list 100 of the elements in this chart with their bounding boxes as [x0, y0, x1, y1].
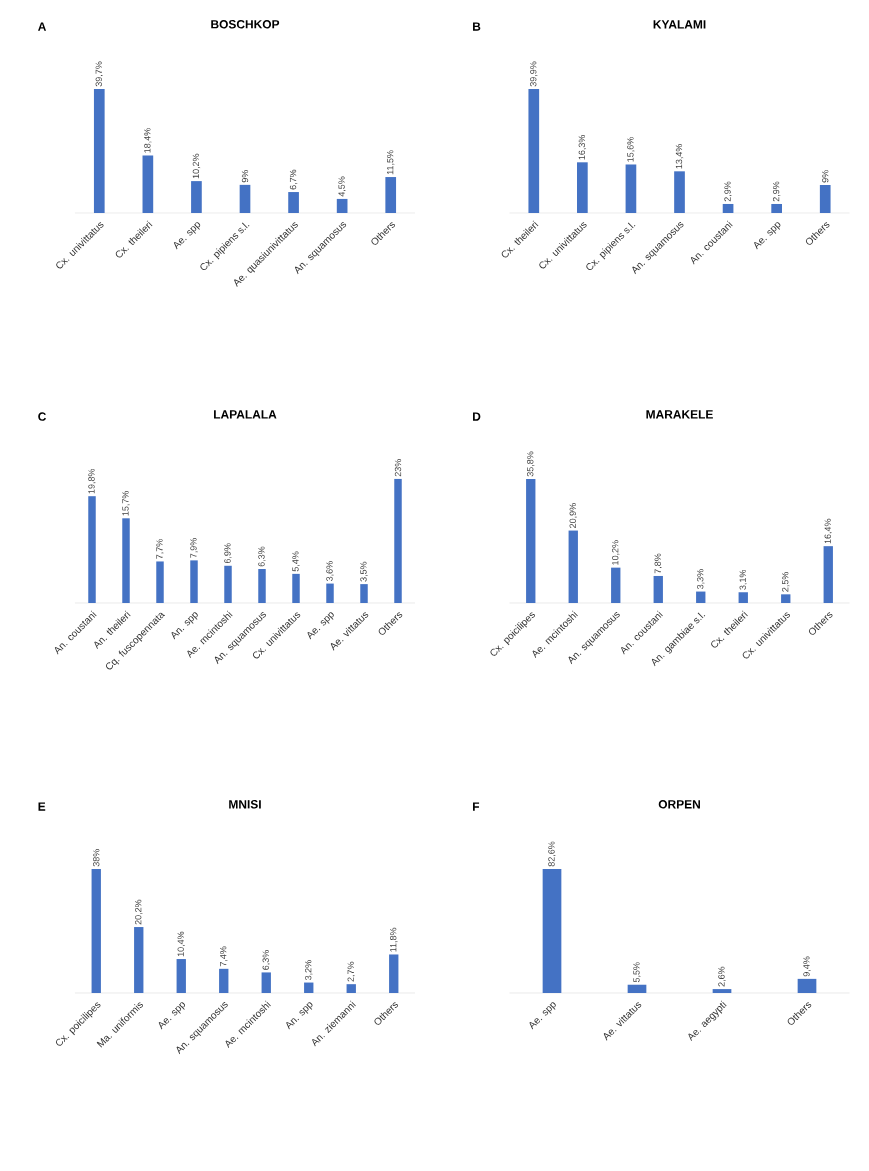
- data-label: 35,8%: [527, 451, 535, 477]
- bar: [696, 591, 706, 603]
- data-label: 3,1%: [739, 569, 747, 590]
- data-label: 2,9%: [724, 181, 732, 202]
- bar: [819, 185, 831, 213]
- data-label: 15,7%: [122, 491, 130, 516]
- text: B: [473, 22, 481, 31]
- bar: [653, 575, 663, 603]
- bar: [190, 560, 198, 603]
- bar: [288, 192, 299, 213]
- x-tick-label: Ae. spp: [158, 1002, 186, 1030]
- bar: [722, 203, 734, 213]
- bar: [781, 594, 791, 603]
- bar: [627, 984, 647, 993]
- data-label: 6,3%: [262, 950, 270, 970]
- text: F: [473, 802, 480, 811]
- chart-title: ORPEN: [658, 800, 700, 809]
- data-label: 4,5%: [338, 176, 346, 197]
- bar: [93, 88, 105, 213]
- data-label: 7,4%: [220, 946, 228, 967]
- bar: [336, 198, 348, 213]
- bar: [134, 927, 144, 993]
- data-label: 9%: [241, 170, 249, 183]
- data-label: 13,4%: [675, 144, 684, 169]
- data-label: 2,5%: [782, 572, 790, 592]
- bar: [326, 583, 334, 603]
- bar: [568, 530, 578, 603]
- x-tick-label: An. spp: [286, 1002, 313, 1030]
- data-label: 19,8%: [88, 468, 96, 494]
- data-label: 5,4%: [292, 551, 300, 572]
- data-label: 6,9%: [224, 543, 232, 564]
- chart-title: LAPALALA: [214, 410, 277, 419]
- data-label: 3,3%: [697, 569, 705, 590]
- chart-title: KYALAMI: [653, 20, 706, 29]
- bar: [577, 162, 588, 213]
- data-label: 7,7%: [156, 539, 164, 559]
- data-label: 2,7%: [347, 961, 355, 982]
- chart-title: BOSCHKOP: [211, 20, 280, 29]
- bar: [88, 496, 96, 603]
- bar: [304, 982, 314, 993]
- bar: [385, 177, 397, 213]
- data-label: 6,7%: [289, 169, 298, 190]
- x-tick-label: Ae. spp: [754, 222, 781, 250]
- data-label: 20,9%: [569, 503, 577, 528]
- bar: [389, 954, 399, 993]
- bar: [712, 989, 732, 993]
- data-label: 10,2%: [612, 540, 620, 565]
- bar: [611, 567, 621, 603]
- data-label: 82,6%: [548, 841, 556, 867]
- data-label: 10,2%: [192, 153, 201, 179]
- bar: [738, 592, 748, 603]
- x-tick-label: Ae. spp: [173, 222, 201, 250]
- bar: [625, 164, 637, 213]
- data-label: 2,6%: [718, 966, 726, 987]
- text: E: [38, 802, 46, 811]
- data-label: 11,8%: [390, 927, 398, 952]
- text: A: [38, 22, 47, 31]
- data-label: 7,8%: [654, 553, 662, 574]
- data-label: 38%: [93, 849, 100, 867]
- bar: [346, 984, 356, 993]
- data-label: 20,2%: [135, 899, 143, 925]
- bar: [526, 478, 536, 603]
- data-label: 39,7%: [95, 61, 103, 87]
- bar: [239, 184, 251, 213]
- data-label: 10,4%: [177, 931, 185, 957]
- bar: [823, 546, 833, 603]
- text: C: [38, 412, 47, 421]
- chart-title: MARAKELE: [646, 410, 713, 419]
- data-label: 5,5%: [633, 962, 641, 983]
- data-label: 9%: [822, 170, 829, 183]
- bar: [292, 573, 300, 603]
- data-label: 3,5%: [360, 561, 368, 582]
- bar: [394, 478, 402, 603]
- bar: [191, 181, 202, 213]
- bar: [122, 518, 130, 603]
- bar: [156, 561, 164, 603]
- data-label: 6,3%: [258, 546, 266, 567]
- bar: [91, 868, 101, 993]
- data-label: 3,6%: [326, 561, 334, 582]
- x-tick-label: Ae. spp: [307, 612, 334, 640]
- bar: [674, 171, 685, 213]
- data-label: 11,5%: [387, 150, 395, 175]
- bar: [176, 959, 186, 993]
- data-label: 39,9%: [530, 61, 538, 87]
- bar: [360, 584, 368, 603]
- bar: [797, 978, 817, 993]
- data-label: 16,4%: [824, 518, 832, 544]
- data-label: 2,9%: [772, 181, 781, 202]
- chart-title: MNISI: [229, 800, 261, 809]
- data-label: 7,9%: [190, 538, 198, 558]
- data-label: 15,6%: [627, 137, 635, 162]
- data-label: 3,2%: [305, 960, 313, 980]
- x-tick-label: Ae. spp: [529, 1002, 556, 1030]
- data-label: 18,4%: [144, 128, 152, 153]
- bar: [219, 968, 229, 993]
- bar: [542, 868, 562, 993]
- bar: [224, 565, 232, 603]
- bar: [258, 569, 266, 603]
- x-tick-label: An. spp: [171, 612, 198, 640]
- data-label: 23%: [394, 459, 402, 477]
